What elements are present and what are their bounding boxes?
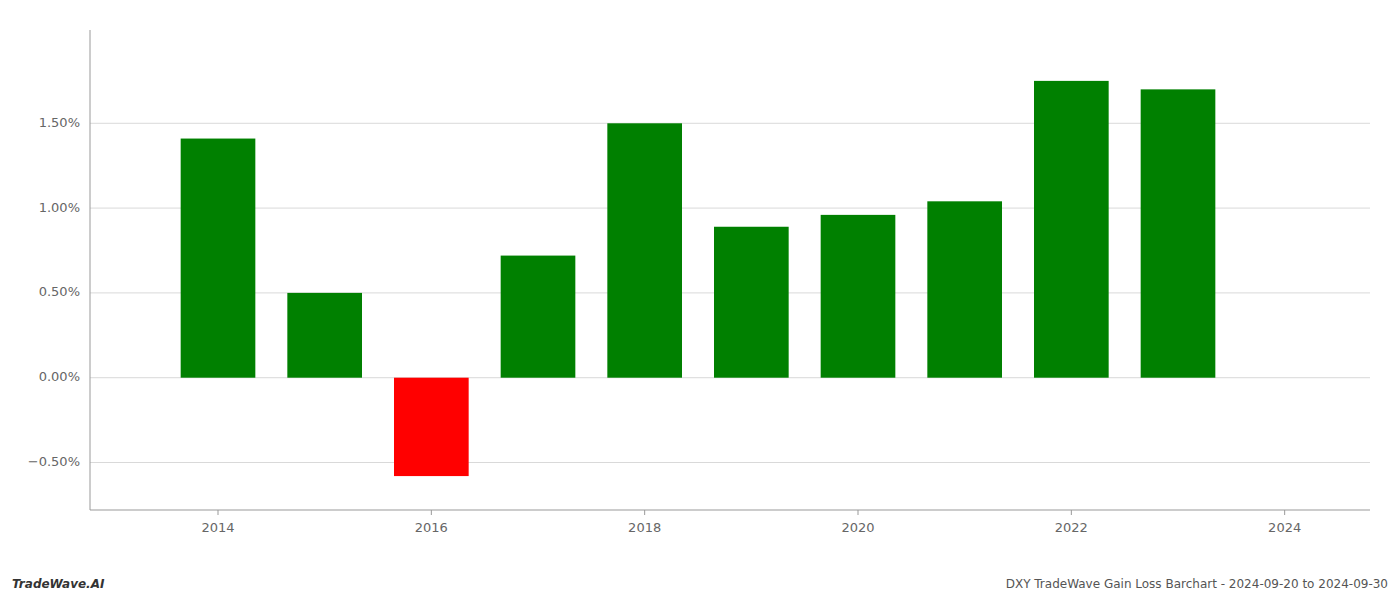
bars <box>181 81 1216 476</box>
y-tick-label: 0.50% <box>39 284 80 299</box>
chart: −0.50%0.00%0.50%1.00%1.50%20142016201820… <box>0 0 1400 600</box>
x-tick-label: 2020 <box>841 520 874 535</box>
x-tick <box>218 510 219 515</box>
bar <box>394 378 469 476</box>
x-tick-label: 2016 <box>415 520 448 535</box>
x-tick-label: 2018 <box>628 520 661 535</box>
x-axis-line <box>90 510 1370 511</box>
bar <box>181 139 256 378</box>
x-tick-labels: 2014 2016 2018 2020 2022 2024 <box>201 510 1301 535</box>
background <box>0 0 1400 600</box>
footer-right: DXY TradeWave Gain Loss Barchart - 2024-… <box>1006 577 1388 591</box>
grid-line <box>90 462 1370 463</box>
bar <box>1034 81 1109 378</box>
bar <box>1141 89 1216 377</box>
y-tick-label: −0.50% <box>28 454 80 469</box>
x-tick-label: 2022 <box>1055 520 1088 535</box>
bar <box>927 201 1002 377</box>
footer-left: TradeWave.AI <box>12 577 105 591</box>
y-tick-labels: −0.50% 0.00% 0.50% 1.00% 1.50% <box>28 115 80 469</box>
bar <box>287 293 362 378</box>
y-tick-label: 0.00% <box>39 369 80 384</box>
x-tick <box>1071 510 1072 515</box>
y-tick-label: 1.50% <box>39 115 80 130</box>
x-tick <box>431 510 432 515</box>
x-tick <box>644 510 645 515</box>
bar <box>607 123 682 377</box>
bar <box>714 227 789 378</box>
bar <box>821 215 896 378</box>
y-tick-label: 1.00% <box>39 200 80 215</box>
x-tick <box>858 510 859 515</box>
x-tick-label: 2014 <box>201 520 234 535</box>
y-axis-line <box>90 30 91 510</box>
x-tick-label: 2024 <box>1268 520 1301 535</box>
x-tick <box>1284 510 1285 515</box>
bar <box>501 256 576 378</box>
